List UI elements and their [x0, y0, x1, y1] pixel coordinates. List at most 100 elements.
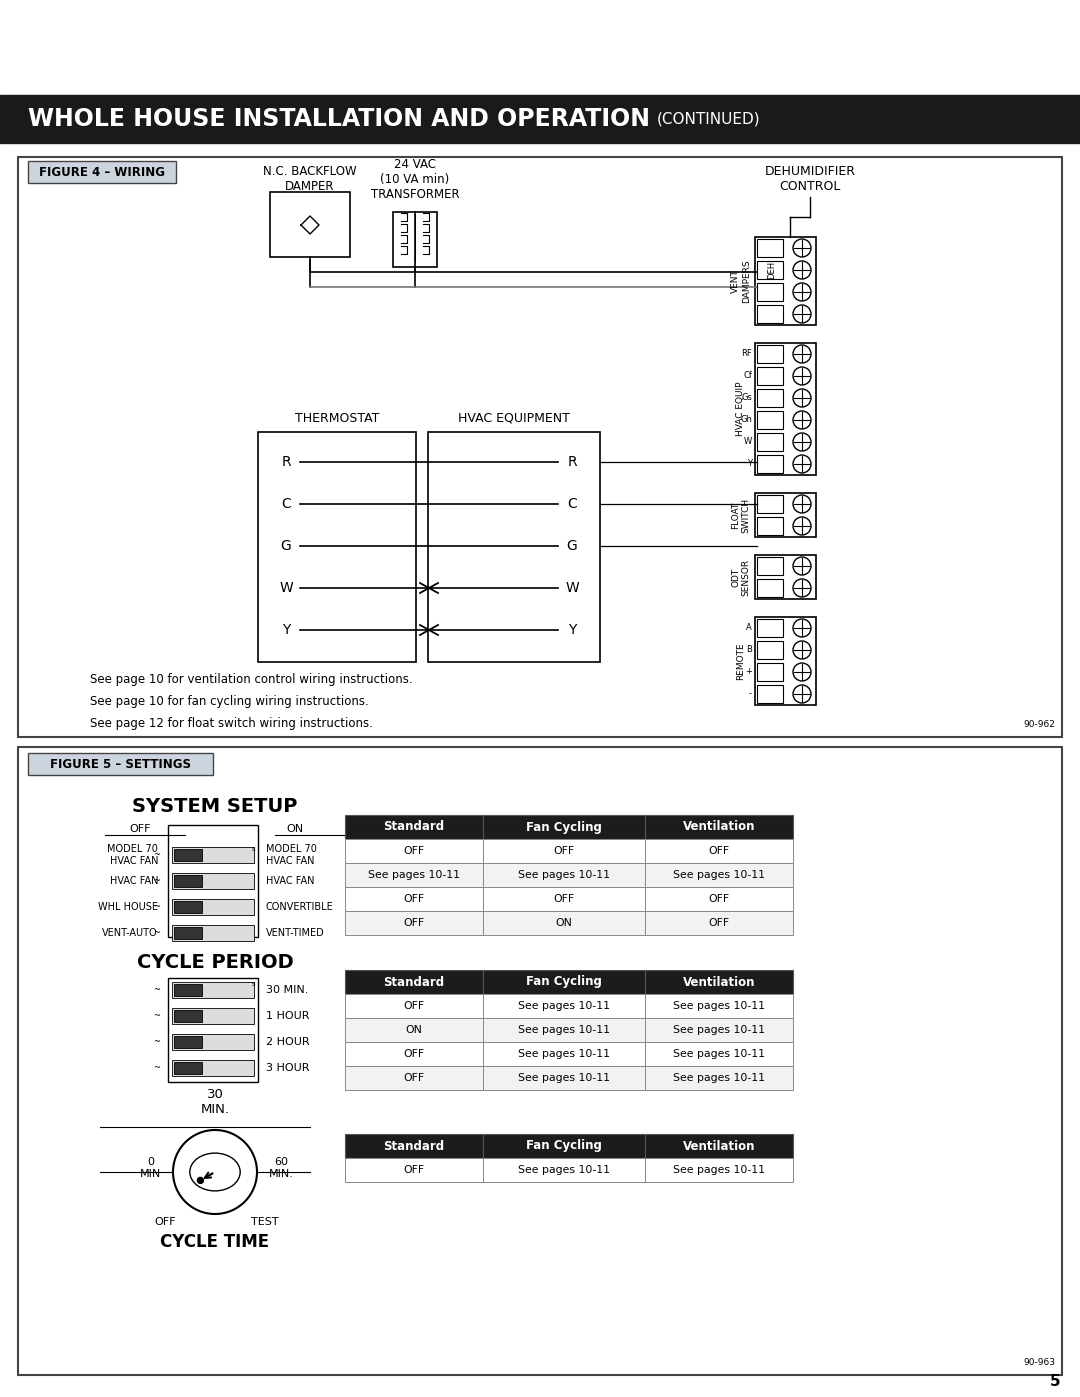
Bar [172, 900, 254, 915]
Bar [174, 1062, 202, 1074]
Bar [174, 983, 202, 996]
Text: SYSTEM SETUP: SYSTEM SETUP [133, 798, 298, 816]
Bar [28, 753, 213, 775]
Text: ~: ~ [153, 851, 160, 859]
Bar [483, 887, 645, 911]
Text: VENT-TIMED: VENT-TIMED [266, 928, 325, 937]
Text: OFF: OFF [404, 1073, 424, 1083]
Text: REMOTE: REMOTE [737, 643, 745, 680]
Text: Y: Y [282, 623, 291, 637]
Text: 1 HOUR: 1 HOUR [266, 1011, 310, 1021]
Bar [18, 156, 1062, 738]
Text: CYCLE TIME: CYCLE TIME [161, 1234, 270, 1250]
Bar [483, 814, 645, 840]
Circle shape [793, 411, 811, 429]
Text: s: s [252, 981, 256, 988]
Text: ON: ON [406, 1025, 422, 1035]
Bar [757, 305, 783, 323]
Text: OFF: OFF [404, 1165, 424, 1175]
Circle shape [793, 495, 811, 513]
Bar [168, 978, 258, 1083]
Circle shape [793, 239, 811, 257]
Text: C: C [567, 497, 577, 511]
Bar [174, 901, 202, 914]
Text: G: G [281, 539, 292, 553]
Bar [757, 239, 783, 257]
Bar [755, 237, 816, 326]
Text: OFF: OFF [708, 894, 730, 904]
Text: See pages 10-11: See pages 10-11 [673, 1025, 765, 1035]
Text: W: W [279, 581, 293, 595]
Text: -: - [750, 690, 752, 698]
Ellipse shape [190, 1153, 240, 1190]
Bar [172, 1009, 254, 1024]
Text: 0
MIN: 0 MIN [139, 1157, 161, 1179]
Text: OFF: OFF [404, 1002, 424, 1011]
Bar [0, 95, 1080, 142]
Circle shape [793, 685, 811, 703]
Text: TEST: TEST [252, 1217, 279, 1227]
Bar [757, 455, 783, 474]
Circle shape [793, 345, 811, 363]
Bar [345, 1134, 483, 1158]
Text: 30 MIN.: 30 MIN. [266, 985, 309, 995]
Circle shape [793, 578, 811, 597]
Text: R: R [567, 455, 577, 469]
Text: OFF: OFF [154, 1217, 176, 1227]
Bar [483, 995, 645, 1018]
Bar [645, 1018, 793, 1042]
Bar [757, 495, 783, 513]
Bar [757, 664, 783, 680]
Text: HVAC EQUIPMENT: HVAC EQUIPMENT [458, 412, 570, 425]
Text: Standard: Standard [383, 820, 445, 834]
Bar [345, 863, 483, 887]
Circle shape [793, 305, 811, 323]
Bar [172, 982, 254, 997]
Text: C: C [281, 497, 291, 511]
Bar [28, 161, 176, 183]
Text: 60
MIN.: 60 MIN. [269, 1157, 294, 1179]
Bar [645, 840, 793, 863]
Text: OFF: OFF [553, 894, 575, 904]
Text: 90-963: 90-963 [1023, 1358, 1055, 1368]
Bar [270, 191, 350, 257]
Text: HVAC FAN: HVAC FAN [266, 876, 314, 886]
Text: s: s [252, 847, 256, 852]
Text: Gs: Gs [741, 394, 752, 402]
Text: OFF: OFF [404, 1049, 424, 1059]
Bar [258, 432, 416, 662]
Bar [757, 345, 783, 363]
Text: See pages 10-11: See pages 10-11 [518, 870, 610, 880]
Bar [174, 849, 202, 861]
Text: WHL HOUSE: WHL HOUSE [98, 902, 158, 912]
Text: W: W [744, 437, 752, 447]
Bar [483, 1042, 645, 1066]
Text: See pages 10-11: See pages 10-11 [673, 1165, 765, 1175]
Bar [757, 641, 783, 659]
Text: N.C. BACKFLOW
DAMPER: N.C. BACKFLOW DAMPER [264, 165, 356, 193]
Text: 30
MIN.: 30 MIN. [201, 1088, 229, 1116]
Bar [174, 875, 202, 887]
Text: See pages 10-11: See pages 10-11 [368, 870, 460, 880]
Bar [174, 1010, 202, 1023]
Text: ON: ON [555, 918, 572, 928]
Text: FIGURE 4 – WIRING: FIGURE 4 – WIRING [39, 165, 165, 179]
Text: 24 VAC
(10 VA min)
TRANSFORMER: 24 VAC (10 VA min) TRANSFORMER [370, 158, 459, 201]
Bar [645, 814, 793, 840]
Text: B: B [746, 645, 752, 655]
Text: (CONTINUED): (CONTINUED) [657, 112, 760, 127]
Circle shape [793, 261, 811, 279]
Text: OFF: OFF [404, 918, 424, 928]
Text: See pages 10-11: See pages 10-11 [518, 1165, 610, 1175]
Bar [345, 814, 483, 840]
Bar [345, 911, 483, 935]
Bar [345, 1042, 483, 1066]
Text: Ventilation: Ventilation [683, 820, 755, 834]
Bar [483, 911, 645, 935]
Bar [645, 1134, 793, 1158]
Text: DEHUMIDIFIER
CONTROL: DEHUMIDIFIER CONTROL [765, 165, 855, 193]
Text: Ventilation: Ventilation [683, 975, 755, 989]
Text: Gh: Gh [740, 415, 752, 425]
Text: Standard: Standard [383, 975, 445, 989]
Text: OFF: OFF [404, 894, 424, 904]
